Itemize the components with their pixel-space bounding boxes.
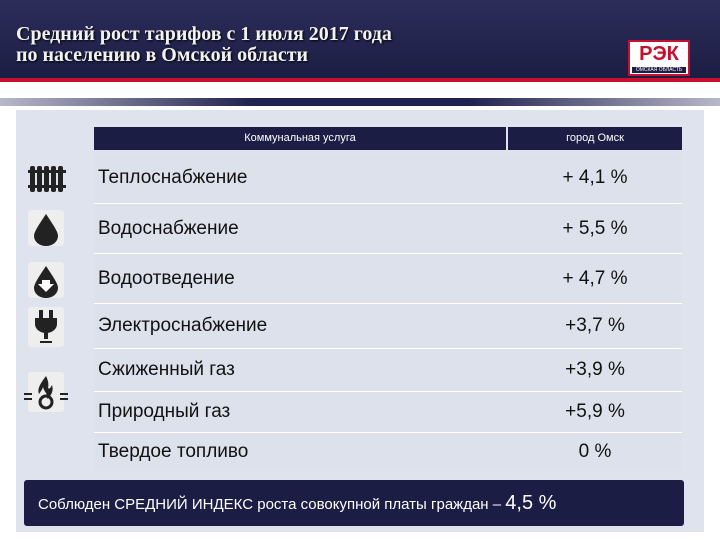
service-value: + 4,1 % — [562, 167, 628, 188]
logo-text: РЭК — [639, 43, 679, 65]
row-divider — [94, 203, 682, 204]
row-divider — [94, 391, 682, 392]
logo-subtext: ОМСКАЯ ОБЛАСТЬ — [632, 67, 686, 73]
service-name: Сжиженный газ — [98, 359, 235, 380]
gas-flame-icon — [24, 372, 68, 412]
summary-value: 4,5 % — [505, 492, 557, 514]
table-row: Природный газ +5,9 % — [94, 392, 682, 432]
service-value: 0 % — [578, 441, 612, 462]
table-row: Водоснабжение + 5,5 % — [94, 204, 682, 253]
summary-text: Соблюден СРЕДНИЙ ИНДЕКС роста совокупной… — [38, 496, 502, 513]
service-value: +3,7 % — [565, 315, 625, 336]
service-name: Электроснабжение — [98, 315, 268, 336]
service-value: +3,9 % — [565, 359, 625, 380]
decorative-gradient-band — [0, 98, 720, 106]
page-title: Средний рост тарифов с 1 июля 2017 года … — [16, 24, 576, 66]
radiator-icon — [28, 160, 66, 196]
row-divider — [94, 253, 682, 254]
service-name: Водоснабжение — [98, 218, 239, 239]
power-plug-icon — [28, 307, 64, 347]
table-row: Сжиженный газ +3,9 % — [94, 349, 682, 391]
water-drop-icon — [28, 210, 64, 246]
table-row: Теплоснабжение + 4,1 % — [94, 153, 682, 203]
rek-logo: РЭК ОМСКАЯ ОБЛАСТЬ — [628, 40, 690, 76]
slide-header: Средний рост тарифов с 1 июля 2017 года … — [0, 0, 720, 78]
title-line-1: Средний рост тарифов с 1 июля 2017 года — [16, 23, 392, 45]
row-divider — [94, 348, 682, 349]
service-value: +5,9 % — [565, 401, 625, 422]
summary-banner: Соблюден СРЕДНИЙ ИНДЕКС роста совокупной… — [24, 480, 684, 526]
column-header-city: город Омск — [508, 127, 682, 150]
row-divider — [94, 303, 682, 304]
service-name: Природный газ — [98, 401, 231, 422]
drain-drop-icon — [28, 262, 64, 298]
table-header: Коммунальная услуга город Омск — [94, 127, 682, 150]
table-row: Электроснабжение +3,7 % — [94, 304, 682, 348]
table-row: Твердое топливо 0 % — [94, 433, 682, 471]
service-name: Теплоснабжение — [98, 167, 248, 188]
summary-text-wrapper: Соблюден СРЕДНИЙ ИНДЕКС роста совокупной… — [38, 480, 678, 528]
service-value: + 4,7 % — [562, 268, 628, 289]
service-name: Водоотведение — [98, 268, 235, 289]
header-accent-line — [0, 78, 720, 96]
service-value: + 5,5 % — [562, 218, 628, 239]
column-header-service: Коммунальная услуга — [94, 127, 506, 150]
title-line-2: по населению в Омской области — [16, 44, 309, 66]
table-row: Водоотведение + 4,7 % — [94, 254, 682, 303]
row-divider — [94, 432, 682, 433]
service-name: Твердое топливо — [98, 441, 249, 462]
